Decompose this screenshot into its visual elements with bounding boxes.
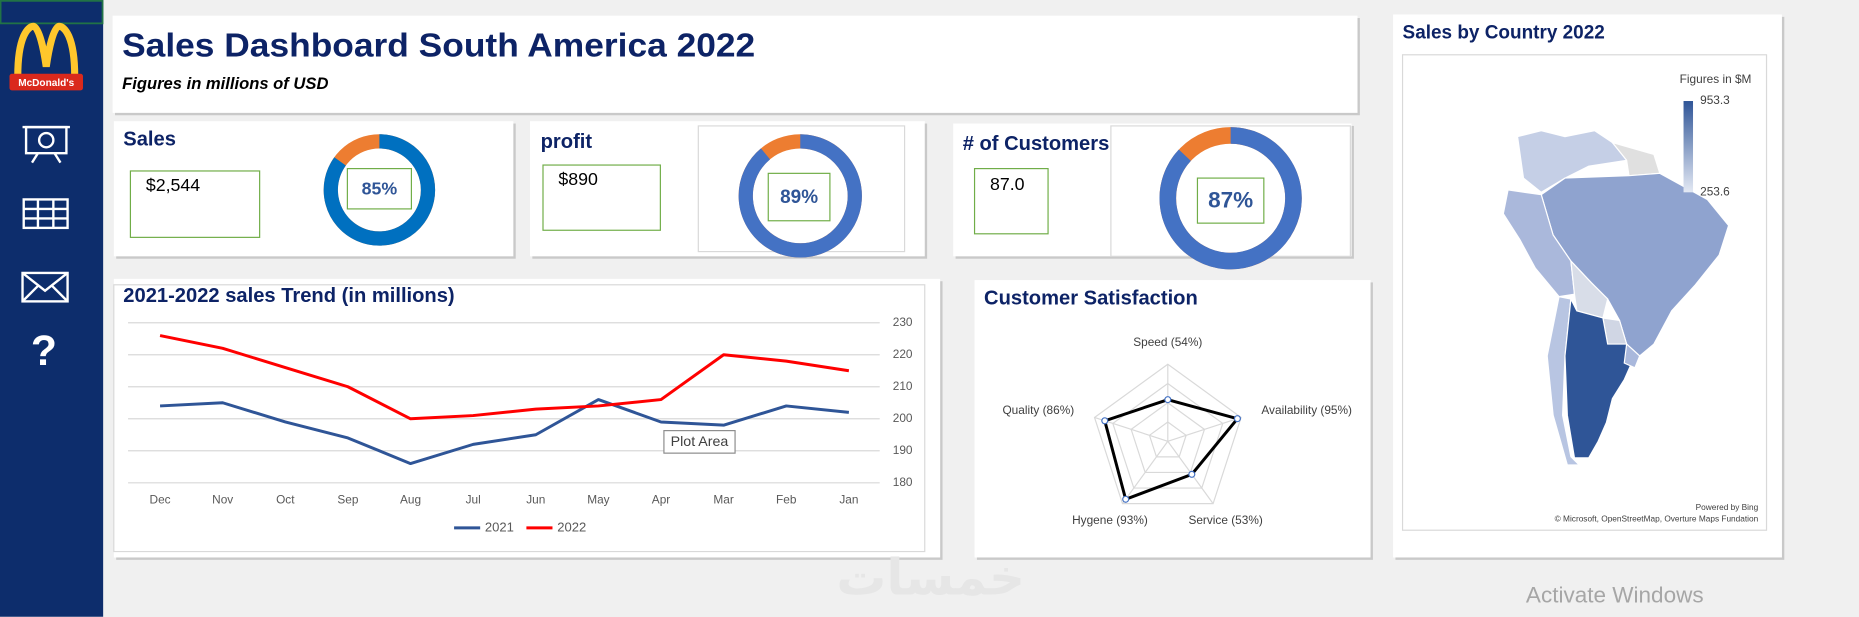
kpi-label: profit — [541, 131, 593, 153]
board-pie — [37, 131, 55, 149]
axis-label: Availability (95%) — [1261, 403, 1352, 417]
spoke — [1122, 440, 1169, 504]
axis-label: Speed (54%) — [1133, 335, 1202, 349]
mail-icon[interactable] — [21, 271, 69, 303]
series-line — [159, 398, 850, 466]
panel — [113, 278, 941, 558]
kpi-value: $890 — [558, 169, 598, 189]
x-tick-label: Dec — [150, 493, 171, 507]
kpi-box — [973, 168, 1049, 235]
donut-label-box — [767, 172, 831, 222]
x-tick-label: Jul — [466, 493, 481, 507]
kpi-label: Sales — [123, 128, 176, 150]
x-tick-label: Nov — [212, 493, 233, 507]
country — [1564, 296, 1635, 459]
envelope-flap — [21, 272, 69, 303]
grid-frame — [22, 198, 69, 230]
radar-point — [1122, 495, 1130, 503]
x-tick-label: Jan — [839, 493, 858, 507]
x-tick-label: Feb — [776, 493, 797, 507]
chart-title: 2021-2022 sales Trend (in millions) — [123, 285, 454, 307]
tooltip-text: Plot Area — [671, 434, 729, 450]
y-tick-label: 220 — [893, 347, 913, 361]
x-tick-label: Sep — [337, 493, 358, 507]
y-tick-label: 200 — [893, 411, 913, 425]
x-tick-label: May — [587, 493, 609, 507]
spoke — [1167, 416, 1242, 442]
legend-label: 2022 — [557, 519, 586, 534]
y-tick-label: 230 — [893, 315, 913, 329]
color-scale — [1683, 101, 1694, 193]
donut-label: 89% — [780, 187, 818, 208]
y-tick-label: 190 — [893, 443, 913, 457]
kpi-value: $2,544 — [146, 175, 200, 195]
axis-label: Hygene (93%) — [1072, 513, 1148, 527]
x-tick-label: Oct — [276, 493, 295, 507]
board-leg — [31, 152, 39, 164]
logo-arches — [14, 22, 79, 77]
x-tick-label: Jun — [526, 493, 545, 507]
grid-ring — [1112, 382, 1224, 489]
donut-label: 87% — [1208, 188, 1253, 213]
help-icon[interactable]: ? — [31, 327, 57, 375]
series-line — [159, 334, 850, 421]
map-credit: Powered by Bing — [1696, 502, 1759, 512]
kpi-box — [129, 170, 261, 238]
map-credit: © Microsoft, OpenStreetMap, Overture Map… — [1555, 514, 1759, 524]
color-tick-label: 953.3 — [1700, 93, 1730, 107]
axis-label: Quality (86%) — [1002, 403, 1074, 417]
table-icon[interactable] — [22, 198, 69, 230]
donut-label-box — [1196, 177, 1265, 224]
grid-ring — [1093, 363, 1242, 505]
radar-line — [1102, 398, 1241, 502]
radar-point — [1164, 396, 1172, 404]
kpi-value: 87.0 — [990, 174, 1025, 194]
x-tick-label: Mar — [713, 493, 733, 507]
envelope — [21, 271, 69, 303]
donut-arc — [738, 134, 862, 258]
panel — [974, 280, 1371, 558]
dashboard-subtitle: Figures in millions of USD — [122, 74, 328, 93]
grid-ring — [1130, 402, 1206, 474]
chart-title: Customer Satisfaction — [984, 287, 1198, 309]
watermark: خمسات — [836, 549, 1025, 605]
donut-label-box — [346, 168, 412, 210]
axis-label: Service (53%) — [1188, 513, 1262, 527]
y-tick-label: 180 — [893, 475, 913, 489]
tooltip-box — [663, 430, 736, 454]
donut-arc — [323, 134, 436, 246]
panel — [112, 15, 1358, 113]
donut-arc — [1159, 127, 1302, 270]
chart-frame — [113, 284, 926, 553]
legend-label: 2021 — [485, 519, 514, 534]
legend-title: Figures in $M — [1680, 72, 1752, 86]
kpi-box — [542, 164, 661, 231]
color-tick-label: 253.6 — [1700, 184, 1730, 198]
radar-point — [1101, 417, 1109, 425]
x-tick-label: Aug — [400, 493, 421, 507]
country — [1502, 189, 1576, 298]
presentation-icon[interactable] — [22, 125, 70, 164]
sidebar — [0, 0, 104, 617]
grid-ring — [1148, 421, 1187, 458]
radar-point — [1188, 470, 1196, 478]
chart-title: Sales by Country 2022 — [1403, 22, 1605, 43]
logo[interactable]: McDonald's — [9, 22, 83, 91]
country — [1623, 342, 1641, 369]
donut-label: 85% — [362, 179, 398, 199]
kpi-label: # of Customers — [963, 133, 1110, 155]
radar-point — [1233, 415, 1241, 423]
cell-selection — [0, 0, 104, 25]
activation-notice: Activate Windows — [1526, 583, 1704, 608]
logo-plate — [9, 73, 83, 91]
logo-text: McDonald's — [18, 78, 74, 89]
dashboard-title: Sales Dashboard South America 2022 — [122, 27, 755, 64]
y-tick-label: 210 — [893, 379, 913, 393]
x-tick-label: Apr — [652, 493, 670, 507]
board-leg — [53, 152, 62, 164]
